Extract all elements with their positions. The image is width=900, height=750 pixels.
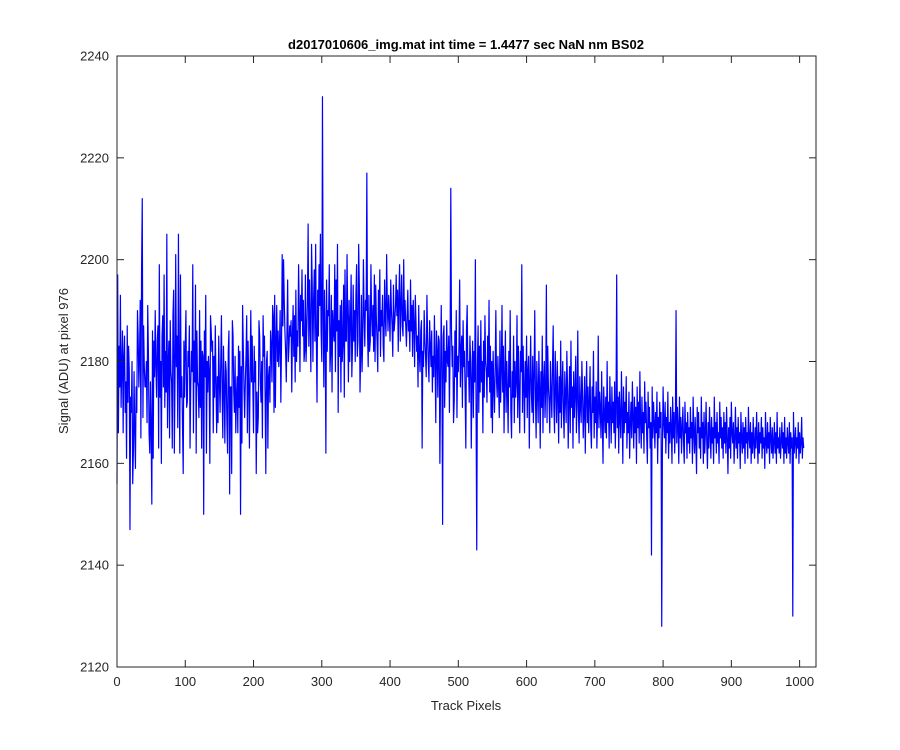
y-tick-label: 2180	[80, 354, 109, 369]
x-axis-label: Track Pixels	[431, 698, 502, 713]
series-line-0	[116, 96, 805, 627]
y-tick-label: 2240	[80, 49, 109, 64]
x-tick-label: 800	[652, 674, 674, 689]
y-tick-label: 2120	[80, 660, 109, 675]
y-tick-label: 2140	[80, 558, 109, 573]
x-tick-label: 900	[721, 674, 743, 689]
chart-title: d2017010606_img.mat int time = 1.4477 se…	[288, 37, 644, 52]
x-tick-label: 300	[311, 674, 333, 689]
x-tick-label: 0	[113, 674, 120, 689]
x-tick-label: 200	[243, 674, 265, 689]
x-tick-label: 100	[174, 674, 196, 689]
y-axis-label: Signal (ADU) at pixel 976	[56, 288, 71, 434]
y-tick-label: 2220	[80, 150, 109, 165]
y-tick-label: 2200	[80, 252, 109, 267]
x-tick-label: 600	[516, 674, 538, 689]
y-tick-label: 2160	[80, 456, 109, 471]
x-tick-label: 1000	[785, 674, 814, 689]
x-tick-label: 500	[447, 674, 469, 689]
series-layer	[116, 96, 805, 627]
x-axis-ticks: 0 100 200 300 400 500 600 700 800 900 1000	[113, 56, 814, 689]
y-axis-ticks: 2120 2140 2160 2180 2200 2220 2240	[80, 49, 816, 675]
x-tick-label: 400	[379, 674, 401, 689]
x-tick-label: 700	[584, 674, 606, 689]
